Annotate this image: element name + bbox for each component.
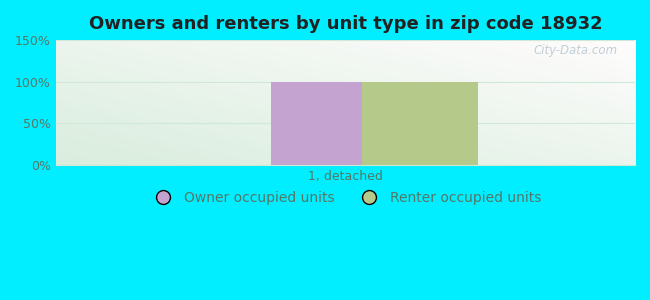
Bar [362, 82, 478, 165]
Title: Owners and renters by unit type in zip code 18932: Owners and renters by unit type in zip c… [88, 15, 602, 33]
Legend: Owner occupied units, Renter occupied units: Owner occupied units, Renter occupied un… [144, 185, 547, 210]
Text: City-Data.com: City-Data.com [534, 44, 618, 57]
Bar [271, 82, 387, 165]
